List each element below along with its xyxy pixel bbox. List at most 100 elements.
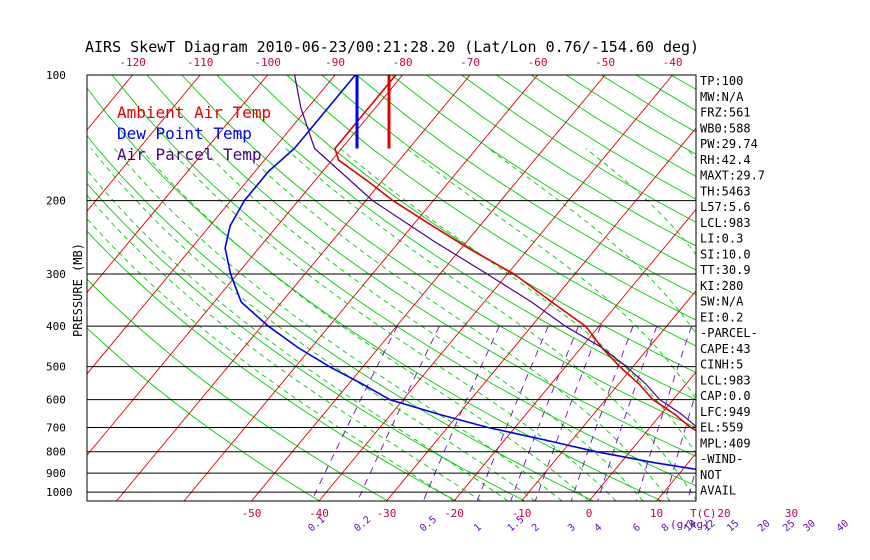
pressure-tick-label: 700	[46, 422, 66, 435]
dry-adiabat	[87, 182, 526, 501]
pressure-tick-label: 500	[46, 361, 66, 374]
mixing-ratio-tick-label: 15	[725, 518, 741, 534]
mixing-ratio-line	[357, 326, 440, 501]
mixing-ratio-line	[635, 326, 693, 501]
top-temp-tick-label: -90	[325, 56, 345, 69]
chart-title: AIRS SkewT Diagram 2010-06-23/00:21:28.2…	[85, 38, 699, 56]
mixing-ratio-line	[570, 326, 634, 501]
isotherm	[859, 75, 870, 501]
mixing-ratio-tick-label: 6	[631, 522, 643, 534]
bottom-temp-tick-label: -50	[242, 507, 262, 520]
bottom-temp-tick-label: 10	[650, 507, 663, 520]
dry-adiabat	[461, 75, 696, 223]
dry-adiabat	[87, 230, 457, 501]
side-panel-item: L57:5.6	[700, 200, 751, 214]
isotherm	[87, 75, 133, 131]
moist-adiabat	[139, 148, 590, 501]
side-panel-item: SW:N/A	[700, 295, 744, 309]
top-temp-tick-label: -120	[119, 56, 146, 69]
side-panel-item: LFC:949	[700, 405, 751, 419]
legend: Ambient Air Temp Dew Point Temp Air Parcel…	[117, 103, 271, 164]
pressure-tick-label: 800	[46, 446, 66, 459]
side-panel-item: SI:10.0	[700, 247, 751, 261]
side-panel-item: LI:0.3	[700, 232, 743, 246]
isotherm	[318, 75, 673, 501]
isotherm	[0, 75, 65, 501]
isotherm	[521, 290, 696, 501]
top-temp-tick-label: -70	[460, 56, 480, 69]
mixing-ratio-line	[687, 466, 696, 501]
series-line-dew-point-temp	[224, 75, 696, 471]
side-panel-item: CAP:0.0	[700, 389, 751, 403]
y-axis-label: PRESSURE (MB)	[71, 243, 85, 337]
moist-adiabat	[114, 148, 563, 501]
isotherm	[386, 127, 696, 501]
dry-adiabat	[286, 75, 696, 347]
isotherm	[116, 75, 471, 501]
side-panel-item: EL:559	[700, 421, 743, 435]
side-panel-item: -WIND-	[700, 452, 743, 466]
dry-adiabat	[146, 75, 696, 457]
mixing-ratio-line	[807, 326, 844, 501]
top-temp-tick-label: -60	[528, 56, 548, 69]
top-temp-tick-label: -40	[663, 56, 683, 69]
isotherm	[453, 208, 696, 501]
top-temp-tick-label: -50	[595, 56, 615, 69]
wind-marker	[787, 483, 790, 486]
mixing-ratio-tick-label: 0.5	[418, 514, 439, 534]
isotherm	[792, 75, 870, 501]
mixing-ratio-tick-label: 20	[756, 518, 772, 534]
dry-adiabat	[811, 75, 870, 501]
side-panel-item: RH:42.4	[700, 153, 751, 167]
isotherm	[183, 75, 538, 501]
side-panel-item: EI:0.2	[700, 310, 743, 324]
bottom-temp-tick-label: -10	[512, 507, 532, 520]
mixing-ratio-line	[311, 325, 398, 501]
bottom-temp-tick-label: -20	[444, 507, 464, 520]
bottom-axis-label: T(C)	[690, 507, 717, 520]
isotherm	[87, 75, 201, 212]
mixing-ratio-line	[664, 391, 696, 501]
moist-adiabat	[87, 194, 482, 501]
series-line-ambient-air-temp	[334, 75, 696, 432]
pressure-tick-label: 300	[46, 268, 66, 281]
moist-adiabat	[772, 149, 859, 502]
isotherm	[656, 452, 696, 501]
mixing-ratio-tick-label: 3	[566, 522, 578, 534]
bottom-temp-tick-label: 20	[717, 507, 730, 520]
mixing-ratio-tick-label: 1	[472, 522, 484, 534]
mixing-ratio-tick-label: 0.2	[352, 514, 373, 534]
mixing-ratio-unit-label: (g/kg)	[670, 518, 710, 531]
mixing-ratio-tick-label: 2	[530, 522, 542, 534]
legend-entry-air-parcel-temp: Air Parcel Temp	[117, 145, 262, 164]
side-panel-item: NOT	[700, 468, 722, 482]
bottom-temp-tick-label: 0	[586, 507, 593, 520]
side-panel-item: CAPE:43	[700, 342, 751, 356]
top-temp-tick-label: -80	[393, 56, 413, 69]
pressure-tick-label: 1000	[46, 486, 73, 499]
grid-lines	[0, 75, 870, 502]
bottom-temp-tick-label: -30	[377, 507, 397, 520]
mixing-ratio-tick-label: 8	[660, 522, 672, 534]
bottom-temp-tick-label: -40	[309, 507, 329, 520]
dry-adiabat	[426, 75, 696, 247]
dry-adiabat	[321, 75, 696, 321]
dry-adiabat	[776, 75, 870, 501]
mixing-ratio-tick-label: 4	[593, 522, 605, 534]
mixing-ratio-tick-label: 40	[835, 518, 851, 534]
dry-adiabat	[741, 75, 870, 501]
isotherm	[87, 75, 268, 294]
side-panel-item: WB0:588	[700, 121, 751, 135]
pressure-tick-label: 200	[46, 195, 66, 208]
dry-adiabat	[216, 75, 696, 401]
pressure-tick-label: 100	[46, 69, 66, 82]
side-panel-item: AVAIL	[700, 484, 736, 498]
side-panel-item: TP:100	[700, 74, 743, 88]
dry-adiabat	[846, 75, 870, 501]
bottom-temp-tick-label: 30	[785, 507, 798, 520]
dry-adiabat	[181, 75, 696, 429]
top-temp-tick-label: -110	[187, 56, 214, 69]
isotherm	[588, 371, 696, 501]
